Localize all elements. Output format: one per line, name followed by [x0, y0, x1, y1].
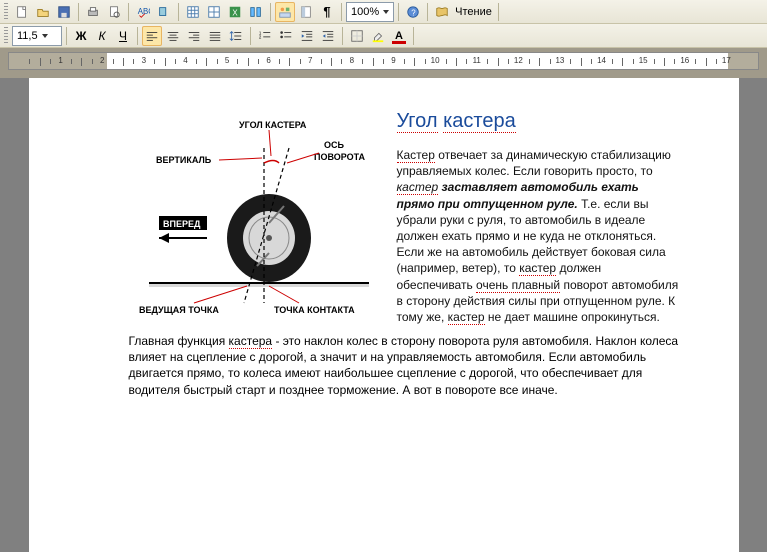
ruler-area: 1234567891011121314151617: [0, 48, 767, 78]
svg-text:ВПЕРЕД: ВПЕРЕД: [163, 219, 201, 229]
svg-text:ВЕРТИКАЛЬ: ВЕРТИКАЛЬ: [156, 155, 212, 165]
print-button[interactable]: [83, 2, 103, 22]
svg-text:УГОЛ КАСТЕРА: УГОЛ КАСТЕРА: [239, 120, 307, 130]
bold-button[interactable]: Ж: [71, 26, 91, 46]
numbered-list-button[interactable]: 12: [255, 26, 275, 46]
zoom-value: 100%: [351, 6, 379, 18]
borders-button[interactable]: [347, 26, 367, 46]
print-preview-button[interactable]: [104, 2, 124, 22]
research-button[interactable]: [154, 2, 174, 22]
insert-table-button[interactable]: [204, 2, 224, 22]
svg-text:?: ?: [411, 8, 416, 17]
align-justify-button[interactable]: [205, 26, 225, 46]
bullet-list-button[interactable]: [276, 26, 296, 46]
svg-text:X: X: [232, 8, 238, 17]
line-spacing-button[interactable]: [226, 26, 246, 46]
svg-text:ОСЬ: ОСЬ: [324, 140, 345, 150]
zoom-combo[interactable]: 100%: [346, 2, 394, 22]
font-size-value: 11,5: [17, 30, 38, 42]
align-right-button[interactable]: [184, 26, 204, 46]
doc-map-button[interactable]: [296, 2, 316, 22]
reading-label[interactable]: Чтение: [453, 6, 494, 18]
svg-text:2: 2: [259, 34, 262, 39]
formatting-toolbar: 11,5 Ж К Ч 12 A: [0, 24, 767, 48]
excel-button[interactable]: X: [225, 2, 245, 22]
paragraph-2: Главная функция кастера - это наклон кол…: [129, 333, 679, 398]
caster-diagram: УГОЛ КАСТЕРА ВЕРТИКАЛЬ ОСЬ ПОВОРОТА ВПЕР…: [129, 108, 379, 325]
font-color-button[interactable]: A: [389, 26, 409, 46]
underline-button[interactable]: Ч: [113, 26, 133, 46]
table-button[interactable]: [183, 2, 203, 22]
align-center-button[interactable]: [163, 26, 183, 46]
new-doc-button[interactable]: [12, 2, 32, 22]
drawing-toolbar-button[interactable]: [275, 2, 295, 22]
toolbar-grip[interactable]: [4, 3, 8, 21]
doc-title: Угол кастера: [397, 108, 679, 135]
svg-text:ТОЧКА КОНТАКТА: ТОЧКА КОНТАКТА: [274, 305, 355, 315]
horizontal-ruler[interactable]: 1234567891011121314151617: [8, 52, 759, 70]
align-left-button[interactable]: [142, 26, 162, 46]
save-button[interactable]: [54, 2, 74, 22]
show-marks-button[interactable]: ¶: [317, 2, 337, 22]
paragraph-1: Кастер отвечает за динамическую стабилиз…: [397, 147, 679, 325]
increase-indent-button[interactable]: [318, 26, 338, 46]
font-size-combo[interactable]: 11,5: [12, 26, 62, 46]
text-column[interactable]: Угол кастера Кастер отвечает за динамиче…: [397, 108, 679, 325]
highlight-button[interactable]: [368, 26, 388, 46]
italic-button[interactable]: К: [92, 26, 112, 46]
columns-button[interactable]: [246, 2, 266, 22]
page-background: УГОЛ КАСТЕРА ВЕРТИКАЛЬ ОСЬ ПОВОРОТА ВПЕР…: [0, 78, 767, 552]
help-button[interactable]: ?: [403, 2, 423, 22]
document-page[interactable]: УГОЛ КАСТЕРА ВЕРТИКАЛЬ ОСЬ ПОВОРОТА ВПЕР…: [29, 78, 739, 552]
svg-text:ВЕДУЩАЯ ТОЧКА: ВЕДУЩАЯ ТОЧКА: [139, 305, 219, 315]
toolbar-grip[interactable]: [4, 27, 8, 45]
open-button[interactable]: [33, 2, 53, 22]
reading-mode-icon[interactable]: [432, 2, 452, 22]
spellcheck-button[interactable]: ABC: [133, 2, 153, 22]
decrease-indent-button[interactable]: [297, 26, 317, 46]
standard-toolbar: ABC X ¶ 100% ? Чтение: [0, 0, 767, 24]
svg-text:ПОВОРОТА: ПОВОРОТА: [314, 152, 366, 162]
